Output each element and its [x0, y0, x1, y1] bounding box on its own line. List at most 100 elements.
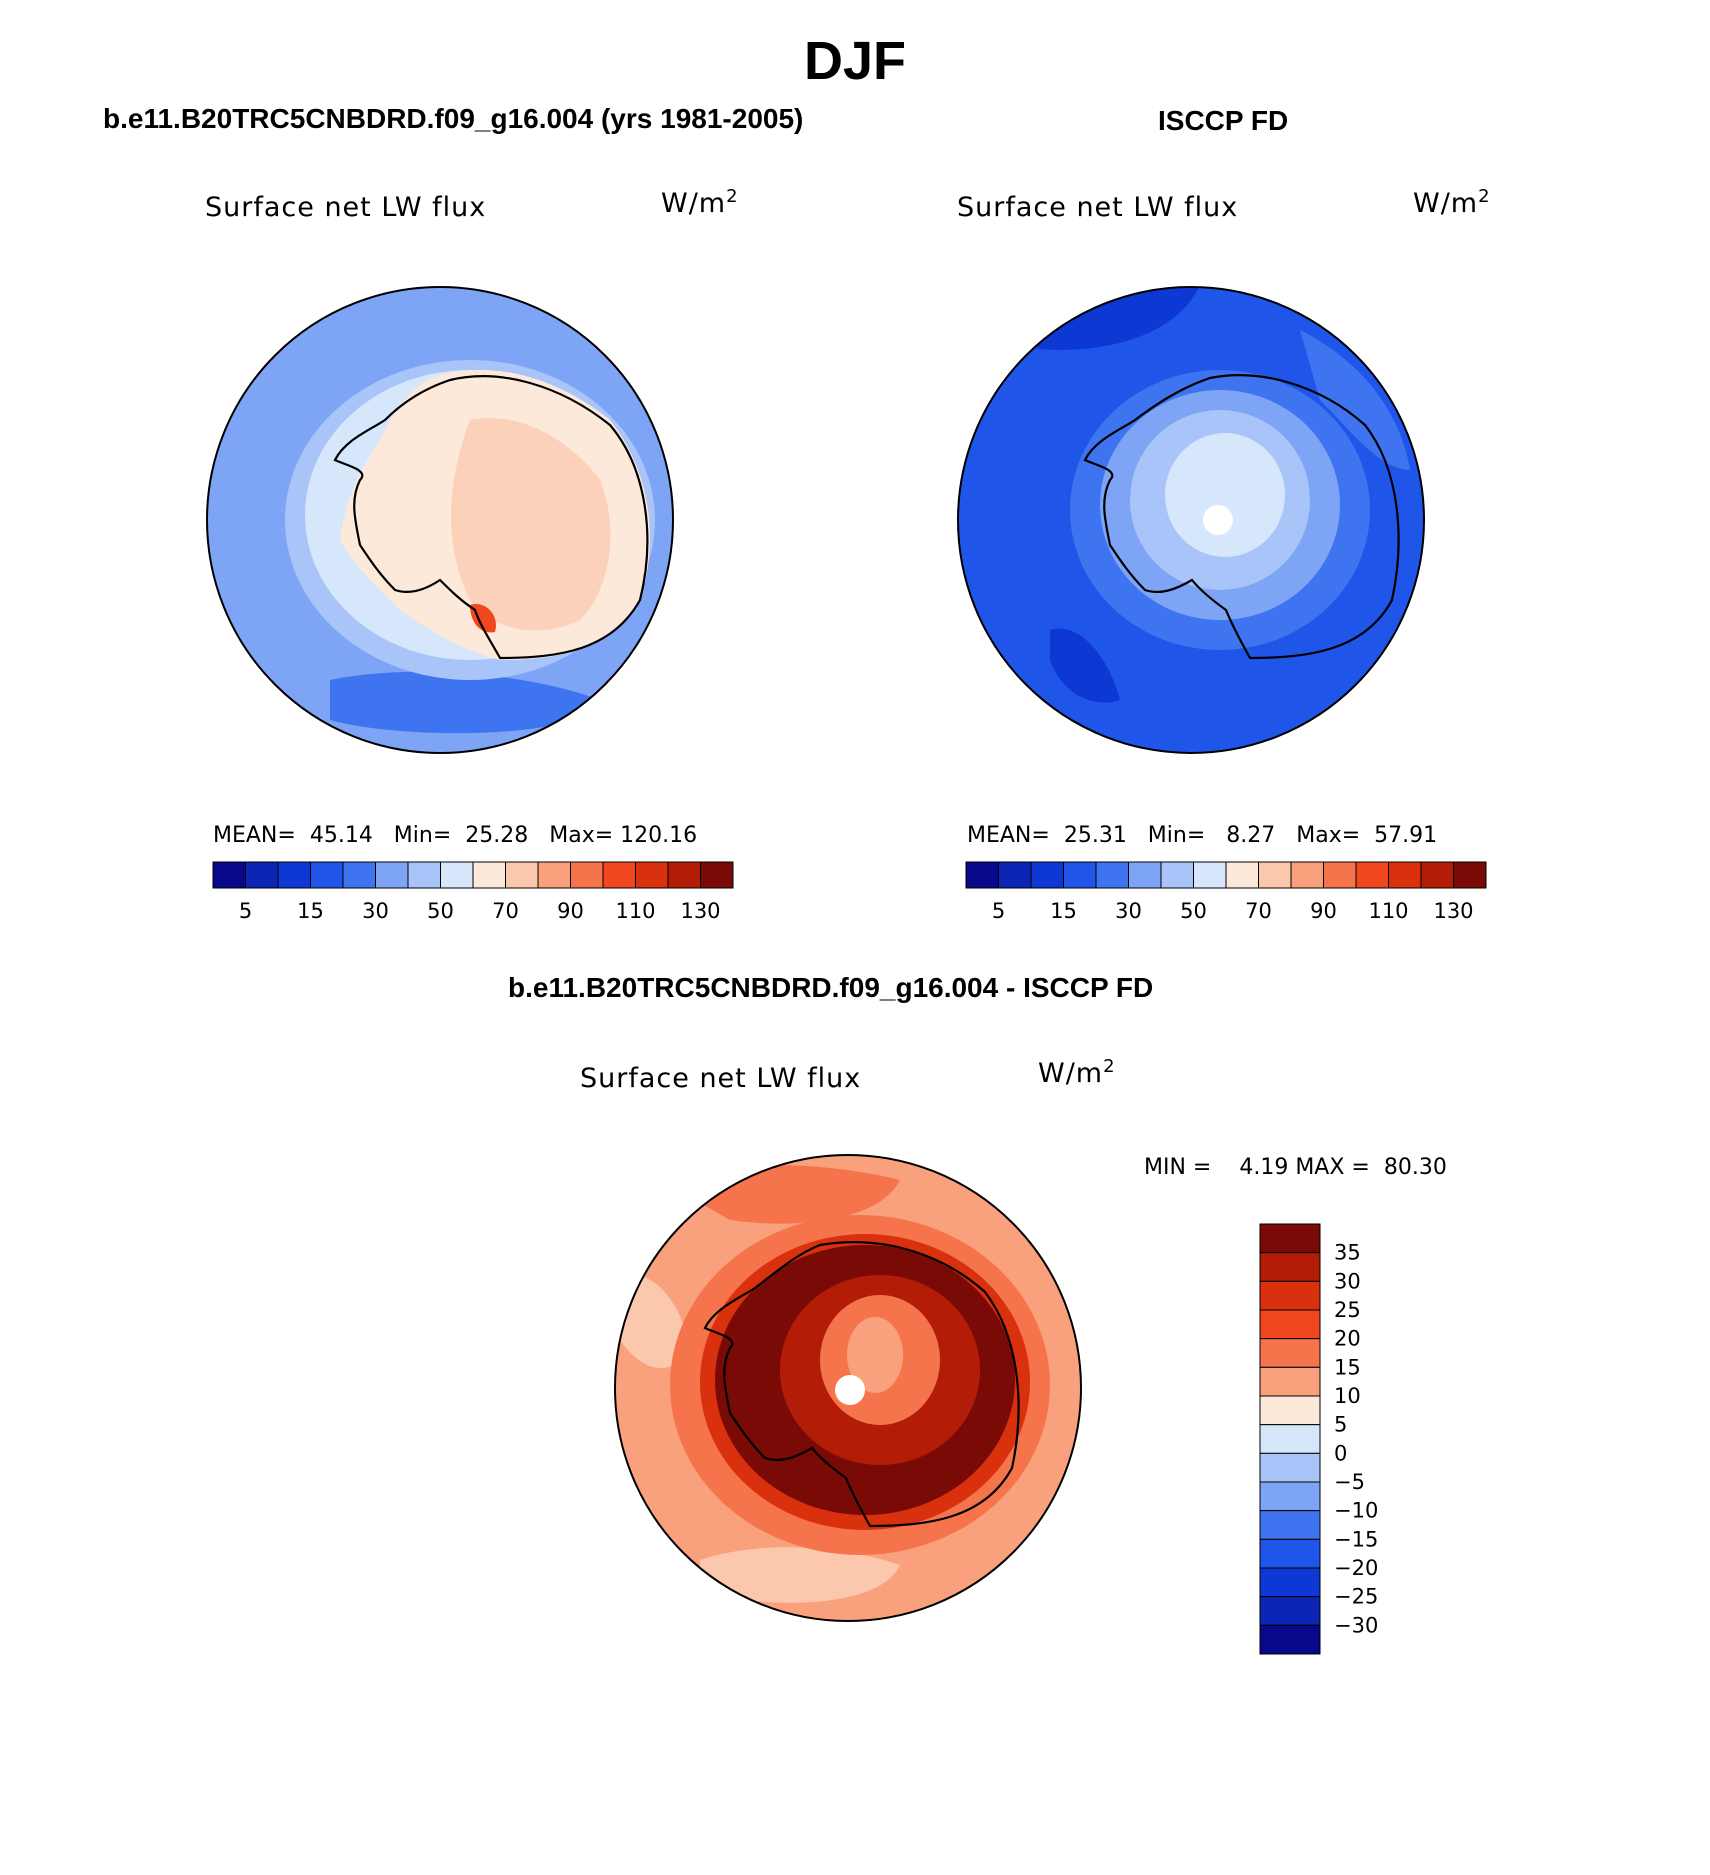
panel1-antarctica-warm	[451, 418, 611, 631]
panel3-light-patch-s	[700, 1547, 900, 1603]
panel1-colorbar-box-2	[277, 861, 311, 889]
panel1-colorbar-tick-label: 5	[239, 899, 252, 923]
panel2-colorbar-tick-label: 50	[1180, 899, 1207, 923]
panel2-colorbar-box-1	[998, 861, 1032, 889]
panel2-units: W/m2	[1413, 186, 1491, 219]
panel1-colorbar-box-7	[440, 861, 474, 889]
panel1-colorbar-tick-label: 50	[427, 899, 454, 923]
panel1-colorbar-tick-label: 130	[680, 899, 720, 923]
panel2-colorbar-tick-label: 110	[1368, 899, 1408, 923]
panel3-colorbar-box-6	[1259, 1395, 1321, 1426]
panel2-colorbar-box-13	[1388, 861, 1422, 889]
panel2-colorbar-tick-label: 130	[1433, 899, 1473, 923]
panel3-min-value: 4.19	[1239, 1155, 1289, 1180]
panel2-dark-patch-sw	[1050, 628, 1120, 703]
panel2-colorbar-tick-label: 30	[1115, 899, 1142, 923]
panel1-colorbar-box-13	[635, 861, 669, 889]
panel2-colorbar-box-11	[1323, 861, 1357, 889]
panel1-colorbar-box-12	[602, 861, 636, 889]
panel1-colorbar-box-9	[505, 861, 539, 889]
panel3-colorbar-tick-label: −10	[1334, 1499, 1378, 1523]
panel3-colorbar-tick-label: −5	[1334, 1470, 1365, 1494]
panel2-colorbar-tick-label: 90	[1310, 899, 1337, 923]
panel1-min-value: 25.28	[465, 823, 529, 848]
main-title: DJF	[803, 31, 906, 91]
panel2-colorbar-box-12	[1355, 861, 1389, 889]
panel1-min-label: Min=	[393, 823, 452, 848]
panel2-max-value: 57.91	[1374, 823, 1438, 848]
panel2-colorbar-tick-label: 70	[1245, 899, 1272, 923]
panel1-colorbar-tick-label: 90	[557, 899, 584, 923]
panel3-interior-lightest	[847, 1317, 903, 1393]
panel2-colorbar-box-14	[1420, 861, 1454, 889]
panel2-colorbar-box-9	[1258, 861, 1292, 889]
panel2-colorbar-box-6	[1160, 861, 1194, 889]
panel2-mean-value: 25.31	[1063, 823, 1127, 848]
panel1-title: b.e11.B20TRC5CNBDRD.f09_g16.004 (yrs 198…	[103, 103, 804, 134]
panel3-colorbar-tick-label: 10	[1334, 1384, 1361, 1408]
panel2-max-label: Max=	[1296, 823, 1361, 848]
panel2-colorbar: 5 15 30 50 70 90 110 130	[965, 861, 1487, 923]
panel2-map-outline	[957, 286, 1425, 754]
panel3-colorbar-box-7	[1259, 1424, 1321, 1454]
panel1-max-label: Max=	[549, 823, 614, 848]
panel2-pole-gap	[1203, 505, 1233, 535]
panel1-colorbar-box-6	[407, 861, 441, 889]
panel1-stats: MEAN= 45.14 Min= 25.28 Max= 120.16	[213, 823, 697, 848]
panel3-colorbar-tick-label: 25	[1334, 1298, 1361, 1322]
panel3-colorbar-box-10	[1259, 1510, 1321, 1540]
panel1-colorbar-box-5	[375, 861, 409, 889]
panel3-colorbar-box-5	[1259, 1366, 1321, 1397]
panel3-colorbar-tick-label: −15	[1334, 1527, 1378, 1551]
panel2-colorbar-box-3	[1063, 861, 1097, 889]
panel2-min-label: Min=	[1147, 823, 1206, 848]
panel1-max-value: 120.16	[620, 823, 698, 848]
panel2-colorbar-tick-label: 5	[992, 899, 1005, 923]
panel2-mid-patch-ne	[1300, 330, 1410, 470]
panel1-colorbar-tick-label: 110	[615, 899, 655, 923]
panel2-mean-label: MEAN=	[967, 823, 1050, 848]
panel1-colorbar-box-14	[667, 861, 701, 889]
panel3-colorbar-box-2	[1259, 1280, 1321, 1311]
panel3-colorbar-box-3	[1259, 1309, 1321, 1340]
panel1-colorbar-box-1	[245, 861, 279, 889]
panel1-colorbar-box-3	[310, 861, 344, 889]
panel1-colorbar-box-11	[570, 861, 604, 889]
panel3-colorbar-box-1	[1259, 1252, 1321, 1282]
panel2-min-value: 8.27	[1226, 823, 1276, 848]
panel1-mean-label: MEAN=	[213, 823, 296, 848]
panel2-colorbar-box-0	[965, 861, 999, 889]
panel3-max-label: MAX =	[1295, 1155, 1370, 1180]
panel2-stats: MEAN= 25.31 Min= 8.27 Max= 57.91	[967, 823, 1437, 848]
panel3-colorbar-tick-label: −20	[1334, 1556, 1378, 1580]
panel2-colorbar-box-7	[1193, 861, 1227, 889]
panel3-colorbar-box-12	[1259, 1567, 1321, 1598]
panel2-colorbar-box-10	[1290, 861, 1324, 889]
panel3-colorbar-tick-label: −25	[1334, 1585, 1378, 1609]
panel2-title: ISCCP FD	[1158, 105, 1289, 136]
panel3-colorbar-box-11	[1259, 1538, 1321, 1569]
panel2-colorbar-box-8	[1225, 861, 1259, 889]
panel3-coastline	[703, 1241, 1020, 1528]
panel2-colorbar-box-5	[1128, 861, 1162, 889]
panel3-colorbar-box-0	[1259, 1223, 1321, 1254]
panel1-colorbar: 5 15 30 50 70 90 110 130	[212, 861, 734, 923]
panel3-colorbar-tick-label: 5	[1334, 1413, 1347, 1437]
panel1-map-outline	[206, 286, 674, 754]
panel3-colorbar: 35 30 25 20 15 10 5 0 −5 −10 −15 −20 −25 −30	[1259, 1223, 1378, 1655]
panel1-colorbar-box-8	[472, 861, 506, 889]
panel1-colorbar-box-0	[212, 861, 246, 889]
panel1-colorbar-tick-label: 15	[297, 899, 324, 923]
panel1-map	[206, 286, 674, 754]
panel1-ocean-band-south	[330, 671, 600, 734]
panel3-map	[614, 1154, 1082, 1622]
panel3-colorbar-box-4	[1259, 1338, 1321, 1368]
panel3-colorbar-tick-label: −30	[1334, 1613, 1378, 1637]
panel3-colorbar-box-13	[1259, 1596, 1321, 1626]
panel3-min-label: MIN =	[1144, 1155, 1212, 1180]
panel3-variable-label: Surface net LW flux	[580, 1063, 862, 1094]
panel2-colorbar-box-2	[1030, 861, 1064, 889]
panel1-mean-value: 45.14	[309, 823, 373, 848]
panel2-map	[957, 286, 1425, 754]
